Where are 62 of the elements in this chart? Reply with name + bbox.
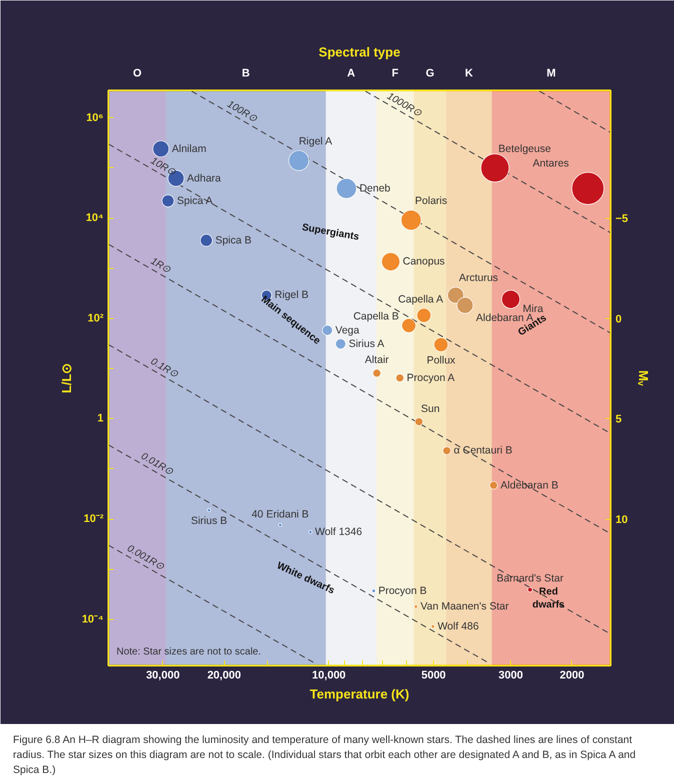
- y-tick-label: 1: [97, 412, 104, 425]
- x-tick-label: 20,000: [207, 670, 241, 682]
- y2-tick-label: 0: [616, 313, 622, 326]
- y2-tick-label: 5: [616, 414, 622, 426]
- band-label: G: [426, 68, 434, 80]
- series-label: Polaris: [415, 195, 448, 208]
- x-tick-label: 2000: [560, 670, 584, 682]
- series-label: Capella B: [353, 310, 399, 323]
- x-tick-label: 10,000: [312, 670, 346, 682]
- series-label: Pollux: [426, 354, 456, 367]
- y-tick-label: 10²: [88, 312, 104, 324]
- series-label: Alnilam: [172, 142, 207, 155]
- series-label: 40 Eridani B: [252, 508, 309, 520]
- y2-axis-title: Mᵥ: [636, 370, 652, 386]
- y-tick-label: 10⁻⁴: [82, 613, 104, 626]
- series-label: Spica A: [176, 194, 213, 207]
- series-label: Sun: [420, 402, 440, 415]
- band-label: O: [132, 68, 142, 80]
- series-label: Capella A: [398, 293, 444, 306]
- x-tick-label: 30,000: [146, 670, 180, 682]
- annotation: Supergiants: [301, 222, 360, 244]
- series-label: Wolf 1346: [314, 526, 362, 538]
- y-tick-label: 10⁴: [86, 212, 104, 224]
- x-tick-label: 5000: [421, 670, 446, 682]
- x-tick-label: 3000: [498, 670, 523, 682]
- series-label: Aldebaran B: [500, 479, 558, 492]
- series-label: Procyon B: [378, 584, 427, 597]
- x-axis-title: Temperature (K): [310, 686, 410, 702]
- band-label: B: [242, 68, 250, 80]
- series-label: Spica B: [215, 234, 252, 246]
- series-label: Wolf 486: [438, 620, 479, 632]
- y-tick-label: 10⁶: [86, 112, 104, 124]
- series-label: Arcturus: [458, 272, 498, 284]
- x2-axis-title: Spectral type: [318, 44, 400, 60]
- series-label: Vega: [335, 324, 360, 336]
- band-label: K: [465, 68, 474, 80]
- band-label: A: [347, 68, 356, 80]
- series-label: Sirius A: [348, 338, 384, 350]
- y-axis-title: L/L⊙: [58, 362, 74, 394]
- text: 10R⊙: [148, 156, 178, 179]
- series-label: Rigel A: [298, 136, 332, 148]
- annotation: Red dwarfs: [532, 586, 566, 611]
- band-label: M: [546, 68, 556, 80]
- series-label: Betelgeuse: [498, 143, 552, 156]
- series-label: Altair: [364, 354, 390, 366]
- series-label: Deneb: [359, 182, 391, 194]
- series-label: Van Maanen's Star: [420, 600, 510, 613]
- series-label: Barnard's Star: [496, 572, 564, 584]
- y-tick-label: 10⁻²: [84, 513, 104, 526]
- caption: Figure 6.8 An H–R diagram showing the luminosity and temperature of many well-known stars. The dashed lines are lines of constant radius. The star sizes on this diagram are not to scale. (Individual stars that orbit each other are designated A and B, as in Spica A and Spica B.): [13, 733, 637, 776]
- y2-tick-label: −5: [616, 213, 628, 226]
- series-label: Antares: [532, 157, 569, 170]
- series-label: Canopus: [402, 256, 445, 268]
- y2-tick-label: 10: [616, 514, 628, 526]
- series-label: Procyon A: [406, 372, 455, 384]
- series-label: Adhara: [187, 172, 222, 184]
- series-label: α Centauri B: [454, 444, 512, 457]
- annotation: Note: Star sizes are not to scale.: [116, 646, 262, 658]
- series-label: Mira: [522, 302, 544, 315]
- band-label: F: [392, 68, 399, 80]
- text: 1R⊙: [148, 256, 174, 276]
- series-label: Sirius B: [190, 514, 228, 527]
